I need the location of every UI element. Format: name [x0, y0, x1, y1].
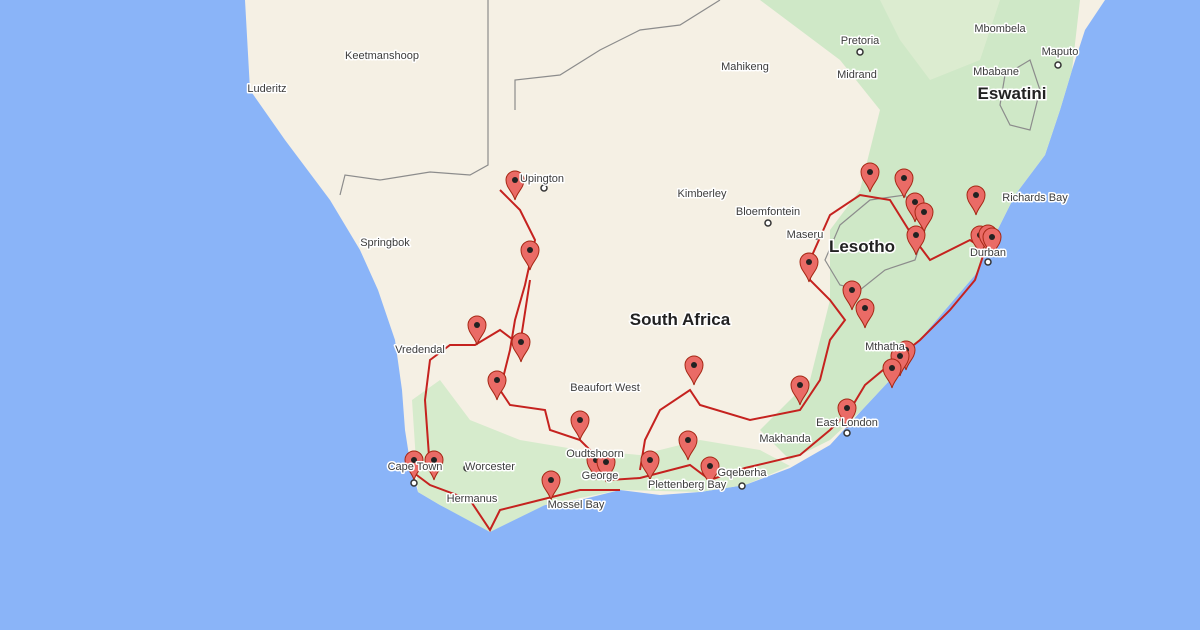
city-dot: [738, 482, 746, 490]
city-dot: [540, 184, 548, 192]
place-label: Makhanda: [759, 433, 811, 445]
place-label: Cape Town: [388, 461, 443, 473]
city-dot: [856, 48, 864, 56]
place-label: Durban: [970, 247, 1006, 259]
place-label: George: [582, 470, 619, 482]
place-label: Pretoria: [841, 35, 880, 47]
place-label: Mossel Bay: [548, 499, 605, 511]
country-label: Eswatini: [978, 84, 1047, 103]
place-label: Worcester: [465, 461, 515, 473]
place-label: Gqeberha: [718, 467, 768, 479]
place-label: Mthatha: [865, 341, 906, 353]
place-label: Maseru: [787, 229, 824, 241]
border: [999, 59, 1041, 131]
city-dots: [410, 48, 1062, 490]
city-dot: [843, 429, 851, 437]
place-label: Maputo: [1042, 46, 1079, 58]
place-label: East London: [816, 417, 878, 429]
city-dot: [410, 479, 418, 487]
border: [824, 194, 926, 291]
place-label: Keetmanshoop: [345, 50, 419, 62]
border: [514, 0, 721, 110]
city-dot: [764, 219, 772, 227]
place-label: Midrand: [837, 69, 877, 81]
place-label: Plettenberg Bay: [648, 479, 727, 491]
place-label: Mbabane: [973, 66, 1019, 78]
place-label: Upington: [520, 173, 564, 185]
city-dot: [1054, 61, 1062, 69]
place-label: Springbok: [360, 237, 410, 249]
border: [339, 0, 489, 196]
green-north: [880, 0, 1000, 80]
place-label: Mbombela: [974, 23, 1026, 35]
place-label: Kimberley: [678, 188, 727, 200]
place-label: Bloemfontein: [736, 206, 800, 218]
place-label: Mahikeng: [721, 61, 769, 73]
country-label: Lesotho: [829, 237, 895, 256]
city-dot: [812, 232, 820, 240]
place-label: Beaufort West: [570, 382, 640, 394]
place-label: Oudtshoorn: [566, 448, 623, 460]
place-label: Vredendal: [395, 344, 445, 356]
country-label: South Africa: [630, 310, 731, 329]
place-label: Luderitz: [247, 83, 286, 95]
city-dot: [463, 464, 471, 472]
place-label: Hermanus: [447, 493, 498, 505]
city-dot: [984, 258, 992, 266]
place-label: Richards Bay: [1002, 192, 1068, 204]
